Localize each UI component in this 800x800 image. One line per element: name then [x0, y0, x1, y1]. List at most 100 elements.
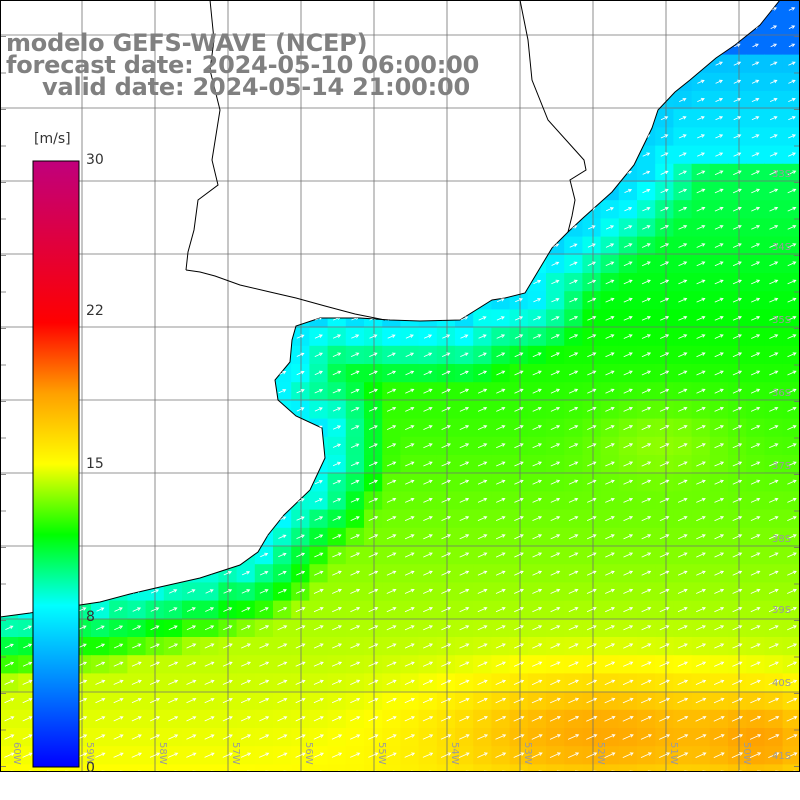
wind-arrow [478, 97, 487, 103]
wind-arrow [532, 497, 542, 503]
wind-arrow [204, 425, 215, 430]
wind-speed-cell [527, 72, 547, 92]
wind-arrow [586, 516, 597, 521]
wind-arrow [659, 570, 670, 576]
wind-arrow [641, 297, 651, 303]
wind-arrow [641, 261, 651, 267]
wind-speed-cell [163, 327, 183, 347]
wind-arrow [587, 61, 597, 66]
wind-speed-cell [418, 109, 438, 128]
wind-arrow [241, 152, 251, 157]
wind-speed-cell [491, 254, 511, 274]
wind-arrow [242, 7, 250, 11]
wind-arrow [714, 534, 725, 540]
wind-speed-cell [127, 254, 147, 274]
wind-speed-cell [200, 418, 219, 438]
wind-arrow [149, 679, 161, 685]
wind-arrow [678, 134, 687, 139]
wind-speed-cell [709, 0, 729, 19]
wind-speed-cell [564, 54, 583, 74]
wind-arrow [441, 425, 451, 430]
wind-speed-cell [327, 254, 347, 274]
wind-arrow [350, 388, 360, 394]
wind-arrow [241, 334, 251, 339]
wind-arrow [350, 661, 361, 667]
wind-arrow [552, 7, 559, 11]
wind-arrow [514, 552, 524, 558]
wind-arrow [296, 425, 305, 430]
wind-arrow [314, 298, 323, 303]
wind-arrow [241, 625, 251, 631]
wind-arrow [186, 534, 196, 540]
wind-arrow [659, 643, 670, 649]
wind-arrow [331, 679, 343, 685]
wind-arrow [714, 388, 724, 394]
wind-arrow [295, 625, 306, 631]
wind-arrow [532, 388, 542, 394]
wind-arrow [495, 607, 506, 613]
wind-arrow [623, 279, 633, 285]
wind-speed-cell [273, 455, 292, 474]
wind-arrow [496, 97, 506, 103]
wind-speed-cell [309, 218, 329, 238]
wind-arrow [350, 734, 361, 740]
wind-arrow [114, 625, 124, 631]
wind-arrow [441, 170, 451, 176]
wind-speed-cell [418, 218, 438, 238]
wind-arrow [732, 516, 743, 521]
wind-arrow [132, 206, 142, 212]
wind-arrow [441, 134, 451, 139]
wind-arrow [313, 752, 324, 758]
wind-arrow [787, 352, 797, 358]
wind-arrow [606, 25, 614, 29]
wind-arrow [787, 588, 797, 594]
wind-arrow [768, 588, 779, 594]
wind-speed-cell [254, 0, 274, 19]
wind-arrow [641, 352, 652, 358]
wind-arrow [788, 116, 796, 121]
wind-speed-cell [91, 345, 110, 365]
wind-arrow [714, 297, 724, 303]
wind-arrow [732, 243, 742, 248]
wind-arrow [569, 97, 578, 103]
colorbar-units: [m/s] [34, 131, 71, 147]
wind-arrow [277, 261, 287, 267]
wind-arrow [204, 516, 215, 521]
wind-arrow [5, 607, 14, 612]
wind-speed-cell [527, 163, 547, 183]
wind-speed-cell [0, 218, 19, 238]
wind-arrow [332, 225, 342, 230]
wind-arrow [769, 334, 779, 339]
wind-speed-cell [509, 0, 529, 19]
wind-speed-cell [0, 436, 19, 456]
wind-arrow [95, 752, 106, 758]
wind-arrow [623, 552, 634, 558]
wind-arrow [186, 479, 197, 485]
wind-arrow [659, 661, 670, 667]
wind-arrow [678, 170, 687, 175]
wind-arrow [259, 498, 269, 503]
wind-arrow [715, 25, 723, 29]
wind-arrow [587, 243, 596, 248]
wind-arrow [386, 607, 397, 613]
wind-arrow [423, 479, 433, 485]
wind-arrow [532, 516, 543, 521]
wind-arrow [660, 61, 669, 66]
wind-speed-cell [163, 400, 183, 420]
wind-arrow [551, 225, 560, 230]
wind-arrow [41, 115, 51, 121]
wind-arrow [205, 115, 214, 121]
wind-arrow [95, 370, 106, 376]
wind-arrow [241, 516, 251, 521]
wind-arrow [787, 388, 797, 394]
wind-arrow [623, 388, 633, 394]
wind-arrow [677, 516, 688, 522]
wind-arrow [442, 43, 450, 48]
wind-arrow [532, 152, 542, 157]
wind-arrow [241, 571, 251, 576]
wind-arrow [587, 152, 596, 157]
wind-arrow [222, 643, 233, 649]
wind-arrow [259, 152, 269, 157]
wind-speed-cell [618, 145, 638, 165]
wind-arrow [442, 7, 450, 11]
